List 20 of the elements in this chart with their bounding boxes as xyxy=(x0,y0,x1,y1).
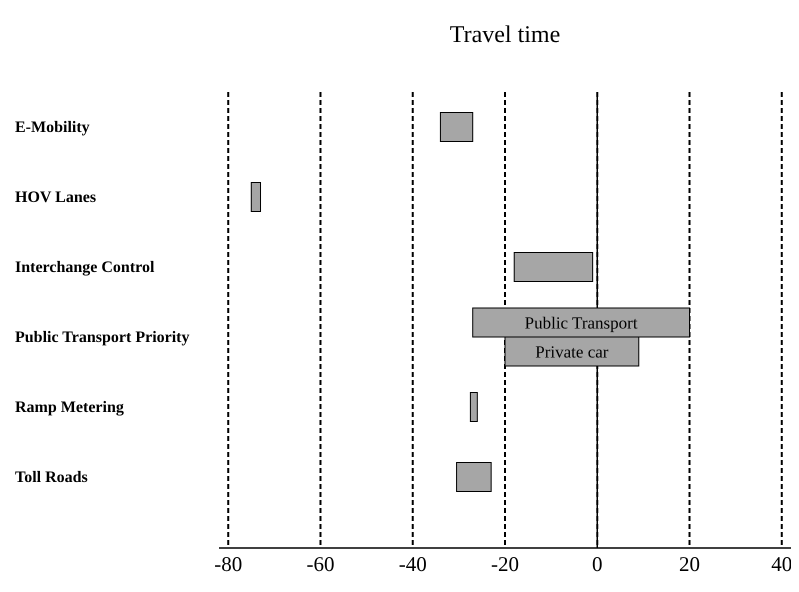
y-tick-label: Ramp Metering xyxy=(15,399,124,416)
bar xyxy=(470,392,478,422)
bar xyxy=(250,182,262,212)
x-tick-label: -20 xyxy=(491,552,519,576)
chart-title: Travel time xyxy=(450,22,560,48)
x-tick-label: 20 xyxy=(679,552,700,576)
y-tick-label: Public Transport Priority xyxy=(15,329,190,346)
x-tick-label: -40 xyxy=(398,552,427,576)
y-tick-label: Toll Roads xyxy=(15,469,88,486)
bar xyxy=(456,462,492,492)
series-label: Public Transport xyxy=(524,314,638,332)
bar xyxy=(440,112,474,142)
y-tick-label: Interchange Control xyxy=(15,259,155,276)
x-tick-label: -80 xyxy=(214,552,242,576)
x-tick-label: 0 xyxy=(592,552,603,576)
series-label: Private car xyxy=(535,342,609,362)
bar xyxy=(514,252,594,282)
y-tick-label: HOV Lanes xyxy=(15,189,96,206)
x-tick-label: -60 xyxy=(306,552,334,576)
y-tick-label: E-Mobility xyxy=(15,119,90,136)
